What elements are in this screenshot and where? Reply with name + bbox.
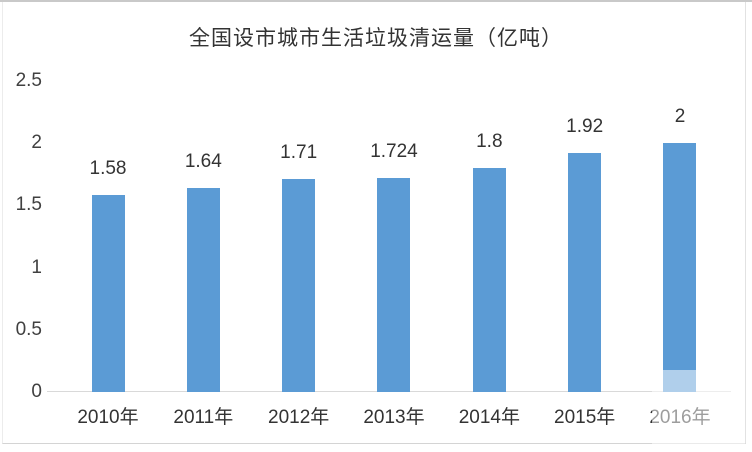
y-axis-tick-label: 0 xyxy=(31,381,42,402)
bar-value-label: 1.8 xyxy=(476,131,503,152)
bar-value-label: 1.92 xyxy=(566,116,604,137)
bar-value-label: 1.724 xyxy=(370,141,418,162)
bar-2015年 xyxy=(568,153,602,392)
bar-value-label: 1.64 xyxy=(184,151,222,172)
x-axis-tick-label: 2011年 xyxy=(173,407,234,428)
bar-2013年 xyxy=(377,178,411,392)
bar-2011年 xyxy=(186,188,220,392)
bar-2016年 xyxy=(663,143,697,392)
y-axis-tick-label: 2.5 xyxy=(15,70,42,91)
x-axis-tick-label: 2010年 xyxy=(77,407,139,428)
x-axis-tick-label: 2012年 xyxy=(268,407,330,428)
x-axis-tick-label: 2013年 xyxy=(363,407,425,428)
bar-2012年 xyxy=(282,179,316,392)
y-axis-tick-label: 2 xyxy=(31,132,42,154)
x-axis-tick-label: 2016年 xyxy=(649,407,711,428)
y-axis-tick-label: 1 xyxy=(31,256,42,278)
bar-value-label: 1.71 xyxy=(280,142,318,163)
y-axis-tick-label: 0.5 xyxy=(15,318,42,340)
chart-title: 全国设市城市生活垃圾清运量（亿吨） xyxy=(189,27,563,50)
bar-value-label: 2 xyxy=(674,106,686,127)
x-axis-tick-label: 2015年 xyxy=(554,407,616,428)
bar-value-label: 1.58 xyxy=(89,158,127,179)
x-axis-tick-label: 2014年 xyxy=(458,407,520,428)
bar-2014年 xyxy=(472,168,506,392)
bar-2010年 xyxy=(91,195,125,392)
y-axis-tick-label: 1.5 xyxy=(15,194,42,216)
